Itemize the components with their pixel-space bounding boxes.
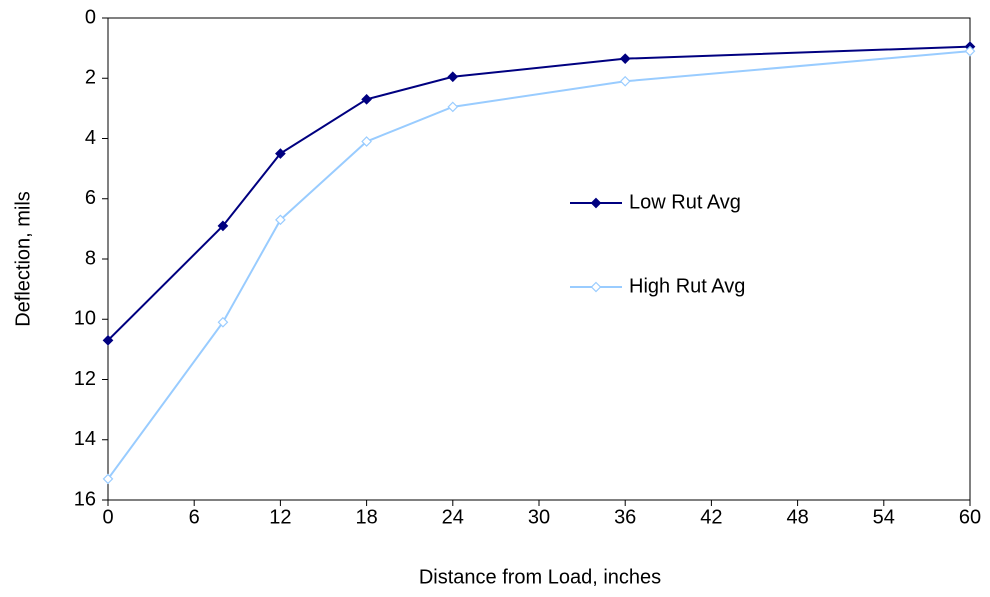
data-point [275, 148, 286, 159]
x-tick-label: 18 [355, 506, 377, 528]
series-line [107, 50, 971, 480]
data-point [361, 136, 372, 147]
data-point [102, 334, 114, 346]
legend-marker [590, 197, 602, 209]
x-tick-label: 48 [786, 506, 808, 528]
x-tick-label: 42 [700, 506, 722, 528]
x-tick-label: 60 [959, 506, 981, 528]
data-point [447, 101, 459, 113]
x-tick-label: 30 [528, 506, 550, 528]
legend-marker [590, 281, 602, 293]
data-point [361, 93, 372, 105]
data-point [964, 45, 976, 57]
x-tick-label: 6 [189, 506, 200, 528]
legend-label: High Rut Avg [629, 275, 745, 297]
y-tick-label: 6 [85, 187, 96, 209]
x-axis-label: Distance from Load, inches [419, 566, 661, 588]
x-tick-label: 54 [873, 506, 895, 528]
data-point [217, 220, 229, 232]
x-tick-label: 0 [102, 506, 113, 528]
plot-frame [107, 17, 971, 501]
data-point [619, 75, 631, 87]
legend-label: Low Rut Avg [629, 191, 741, 213]
data-point [217, 316, 229, 328]
y-tick-label: 12 [74, 368, 96, 390]
data-point [275, 214, 286, 226]
y-tick-label: 2 [85, 67, 96, 89]
y-tick-label: 16 [74, 488, 96, 510]
y-tick-label: 8 [85, 247, 96, 269]
y-axis-label: Deflection, mils [12, 191, 34, 327]
data-point [619, 53, 631, 65]
data-point [447, 71, 459, 83]
x-tick-label: 12 [269, 506, 291, 528]
x-tick-label: 24 [442, 506, 464, 528]
y-tick-label: 0 [85, 6, 96, 28]
data-point [102, 473, 114, 485]
y-tick-label: 10 [74, 308, 96, 330]
y-tick-label: 14 [74, 428, 96, 450]
y-tick-label: 4 [85, 127, 96, 149]
x-tick-label: 36 [614, 506, 636, 528]
